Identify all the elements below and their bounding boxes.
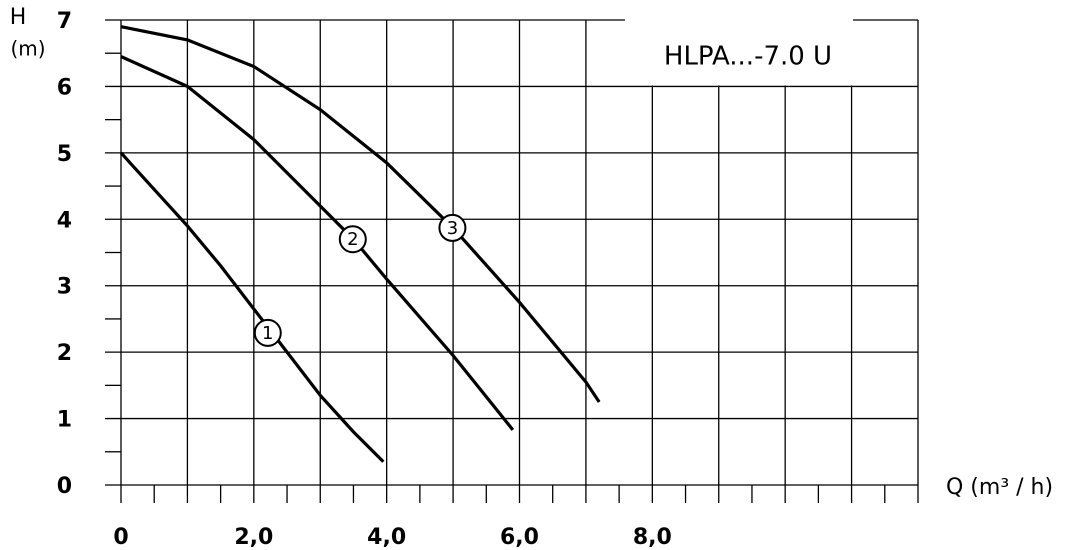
y-tick-label: 6 xyxy=(57,75,72,100)
label-circle xyxy=(253,318,282,347)
legend-label: 2 xyxy=(347,229,358,250)
curve-label: 2 xyxy=(338,225,367,254)
curve xyxy=(120,55,515,431)
title-box xyxy=(625,18,853,86)
y-tick-label: 1 xyxy=(57,408,72,433)
curve-label: 3 xyxy=(438,213,467,242)
y-tick-label: 7 xyxy=(57,9,72,34)
x-tick-label: 0 xyxy=(113,525,128,550)
x-tick-label: 8,0 xyxy=(633,525,672,550)
label-circle xyxy=(338,225,367,254)
curve xyxy=(119,151,385,463)
curve-label: 1 xyxy=(253,318,282,347)
legend-label: 3 xyxy=(447,218,458,239)
y-tick-label: 0 xyxy=(57,474,72,499)
x-tick-label: 2,0 xyxy=(234,525,273,550)
legend-label: 1 xyxy=(262,323,273,344)
y-tick-label: 3 xyxy=(57,275,72,300)
x-axis-label: Q (m³ / h) xyxy=(946,475,1053,500)
chart-title: HLPA...-7.0 U xyxy=(664,42,832,72)
y-axis-unit: (m) xyxy=(10,37,45,61)
y-tick-label: 4 xyxy=(57,208,72,233)
y-tick-label: 5 xyxy=(57,142,72,167)
x-tick-label: 6,0 xyxy=(500,525,539,550)
y-tick-label: 2 xyxy=(57,341,72,366)
curve xyxy=(120,25,601,403)
y-axis-label: H xyxy=(10,5,27,30)
x-tick-label: 4,0 xyxy=(367,525,406,550)
label-circle xyxy=(438,213,467,242)
